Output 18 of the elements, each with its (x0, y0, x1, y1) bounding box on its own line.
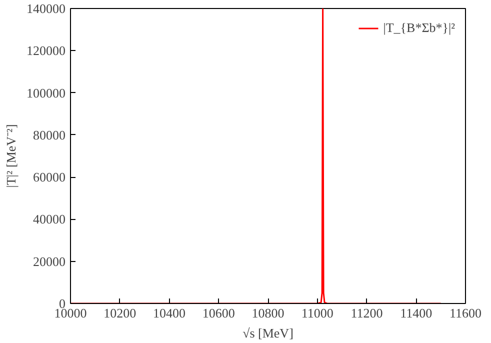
y-tick-label: 40000 (33, 212, 66, 227)
x-tick-label: 10600 (202, 306, 235, 320)
x-tick-label: 11200 (350, 306, 383, 320)
y-tick-label: 20000 (33, 254, 66, 269)
x-tick-label: 11600 (449, 306, 482, 320)
x-axis-title: √s [MeV] (242, 326, 294, 340)
x-tick-label: 11000 (301, 306, 334, 320)
y-tick-label: 120000 (26, 43, 66, 58)
y-tick-label: 60000 (33, 170, 66, 185)
x-tick-label: 10200 (104, 306, 136, 320)
y-axis-title: |T|² [MeV⁻²] (4, 124, 18, 188)
x-tick-label: 10800 (252, 306, 284, 320)
x-tick-label: 10400 (153, 306, 186, 320)
y-tick-label: 140000 (26, 1, 66, 16)
legend-label: |T_{B*Σb*}|² (383, 20, 455, 36)
y-tick-label: 80000 (33, 127, 66, 142)
x-tick-label: 11400 (400, 306, 432, 320)
y-tick-label: 100000 (26, 85, 66, 100)
